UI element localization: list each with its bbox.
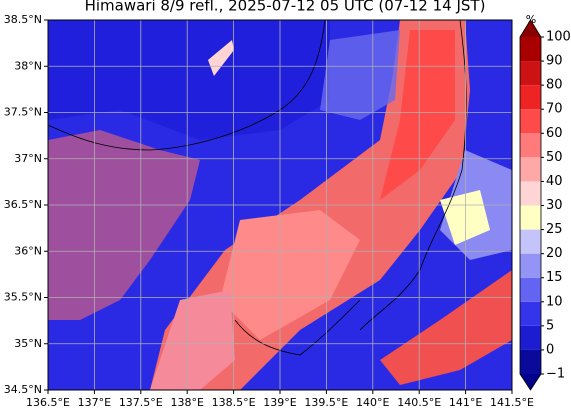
colorbar-segment xyxy=(520,229,541,254)
x-tick-label: 140.5°E xyxy=(397,396,441,409)
colorbar-segment xyxy=(520,325,541,350)
x-tick-label: 139.5°E xyxy=(304,396,348,409)
y-tick-label: 34.5°N xyxy=(4,383,42,396)
y-tick-label: 37°N xyxy=(14,152,42,165)
colorbar-tick-label: 80 xyxy=(546,78,563,93)
x-tick-label: 137.5°E xyxy=(119,396,163,409)
map-title: Himawari 8/9 refl., 2025-07-12 05 UTC (0… xyxy=(85,0,486,15)
colorbar-tick-label: 5 xyxy=(546,318,554,333)
y-tick-label: 35.5°N xyxy=(4,291,42,304)
x-tick-label: 138.5°E xyxy=(212,396,256,409)
colorbar-tick-label: −1 xyxy=(546,367,565,382)
x-tick-label: 140°E xyxy=(356,396,389,409)
colorbar-tick-label: 40 xyxy=(546,174,563,189)
y-tick-label: 36°N xyxy=(14,244,42,257)
y-tick-label: 37.5°N xyxy=(4,106,42,119)
colorbar-tick-label: 60 xyxy=(546,126,563,141)
colorbar-tick-label: 70 xyxy=(546,102,563,117)
colorbar-tick-label: 100 xyxy=(546,30,571,45)
colorbar-tick-label: 20 xyxy=(546,246,563,261)
colorbar-segment xyxy=(520,157,541,182)
colorbar-extend-over xyxy=(520,20,541,37)
x-tick-label: 136.5°E xyxy=(26,396,70,409)
colorbar-segment xyxy=(520,109,541,134)
colorbar-tick-label: 30 xyxy=(546,198,563,213)
x-tick-label: 138°E xyxy=(170,396,203,409)
colorbar-segment xyxy=(520,253,541,278)
x-tick-label: 137°E xyxy=(78,396,111,409)
x-tick-label: 141.5°E xyxy=(490,396,534,409)
colorbar: −1 0 5 10 15 20 25 30 40 50 60 70 80 90 100 xyxy=(519,19,571,391)
colorbar-segment xyxy=(520,205,541,230)
colorbar-segment xyxy=(520,61,541,86)
colorbar-segment xyxy=(520,277,541,302)
y-tick-label: 38.5°N xyxy=(4,13,42,26)
colorbar-extend-under xyxy=(520,374,541,390)
colorbar-tick-label: 25 xyxy=(546,222,563,237)
colorbar-segment xyxy=(520,349,541,374)
x-tick-label: 139°E xyxy=(263,396,296,409)
y-tick-label: 35°N xyxy=(14,337,42,350)
colorbar-segment xyxy=(520,301,541,326)
colorbar-tick-label: 90 xyxy=(546,54,563,69)
colorbar-tick-label: 10 xyxy=(546,294,563,309)
colorbar-tick-label: 0 xyxy=(546,342,554,357)
colorbar-segment xyxy=(520,181,541,206)
x-tick-label: 141°E xyxy=(449,396,482,409)
y-tick-label: 36.5°N xyxy=(4,198,42,211)
colorbar-segment xyxy=(520,133,541,158)
colorbar-tick-label: 15 xyxy=(546,270,563,285)
colorbar-segment xyxy=(520,85,541,110)
colorbar-unit: % xyxy=(526,13,536,26)
y-tick-label: 38°N xyxy=(14,59,42,72)
colorbar-segment xyxy=(520,37,541,62)
colorbar-tick-label: 50 xyxy=(546,150,563,165)
